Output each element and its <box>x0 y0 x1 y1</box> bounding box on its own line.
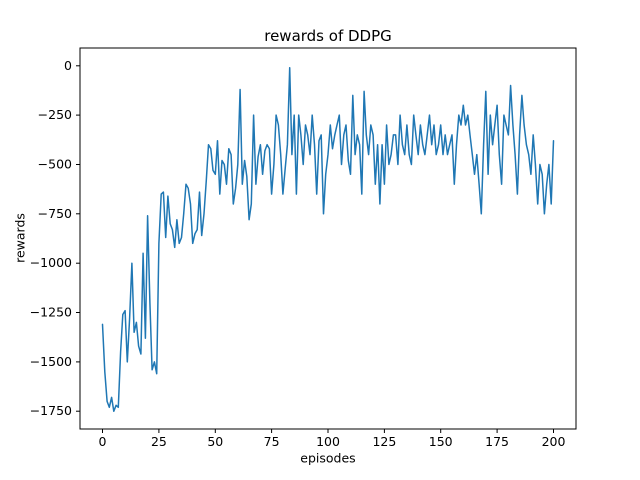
svg-text:150: 150 <box>429 434 453 449</box>
svg-text:−750: −750 <box>38 206 72 221</box>
svg-text:0: 0 <box>64 58 72 73</box>
svg-text:50: 50 <box>207 434 223 449</box>
svg-text:200: 200 <box>542 434 566 449</box>
svg-text:175: 175 <box>485 434 509 449</box>
axes-frame <box>79 47 577 430</box>
y-axis-ticks: 0 −250 −500 −750 −1000 −1250 −1500 −1750 <box>30 58 80 418</box>
y-axis-label: rewards <box>12 213 28 263</box>
svg-text:−500: −500 <box>38 157 72 172</box>
svg-text:−1750: −1750 <box>30 403 72 418</box>
svg-text:125: 125 <box>372 434 396 449</box>
svg-text:−1250: −1250 <box>30 305 72 320</box>
reward-line <box>101 66 555 412</box>
svg-text:25: 25 <box>151 434 167 449</box>
x-axis-label: episodes <box>300 450 356 466</box>
svg-text:0: 0 <box>99 434 107 449</box>
svg-text:−250: −250 <box>38 107 72 122</box>
chart-title: rewards of DDPG <box>264 27 392 45</box>
svg-text:100: 100 <box>316 434 340 449</box>
svg-text:−1500: −1500 <box>30 354 72 369</box>
svg-text:75: 75 <box>264 434 280 449</box>
x-axis-ticks: 0 25 50 75 100 125 150 175 200 <box>99 429 566 449</box>
svg-text:−1000: −1000 <box>30 255 72 270</box>
